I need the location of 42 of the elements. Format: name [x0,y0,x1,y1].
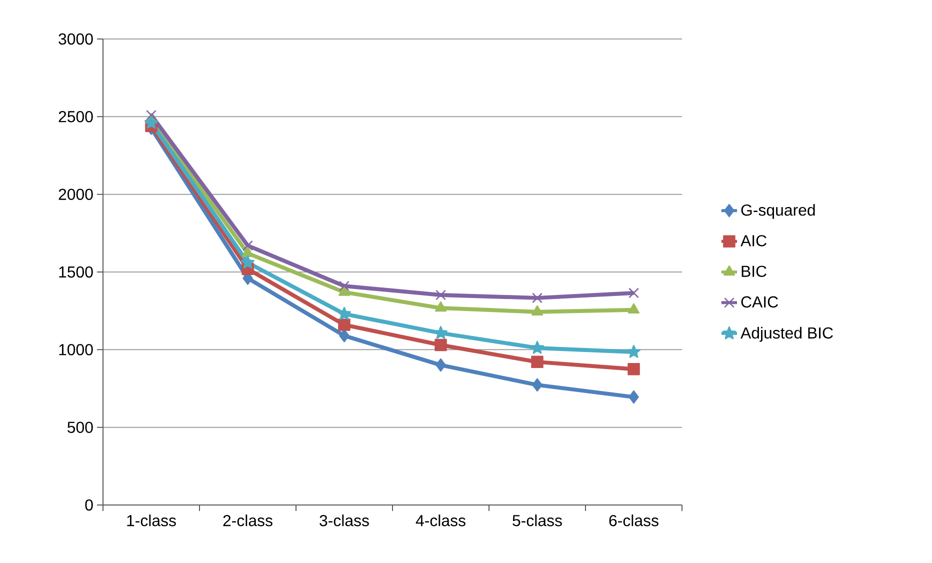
point [337,306,352,320]
x-tick-label: 3-class [320,514,369,526]
point [338,286,350,296]
y-tick-label: 2500 [58,111,93,122]
point [530,340,544,354]
point [628,362,640,376]
x-tick-label: 4-class [416,514,466,526]
point [436,290,446,300]
y-tick-label: 1500 [59,266,93,278]
legend-label: Adjusted BIC [740,326,833,342]
y-tick-label: 0 [85,499,93,511]
legend-label: CAIC [741,296,778,308]
point [339,280,350,292]
point [532,378,542,392]
x-tick-label: 2-class [223,514,272,526]
point [531,356,544,368]
legend-label: G-squared [741,204,815,219]
point [434,326,448,339]
point [532,292,542,304]
legend-label: BIC [742,266,766,277]
point [339,329,350,342]
x-tick-label: 1-class [127,514,176,526]
point [242,240,253,251]
y-tick-label: 3000 [58,33,93,45]
point [626,344,641,358]
x-tick-label: 5-class [512,514,562,526]
x-tick-label: 6-class [609,514,658,526]
point [531,305,544,316]
y-tick-label: 1000 [59,344,93,356]
point [434,301,447,312]
point [240,256,255,269]
legend-label: AIC [740,235,766,246]
point [146,110,156,120]
point [434,338,447,352]
y-tick-label: 500 [68,422,93,433]
point [338,318,350,331]
point [144,116,158,129]
point [628,288,639,298]
y-tick-label: 2000 [58,188,93,200]
point [628,390,639,404]
point [628,303,640,314]
point [436,358,446,372]
